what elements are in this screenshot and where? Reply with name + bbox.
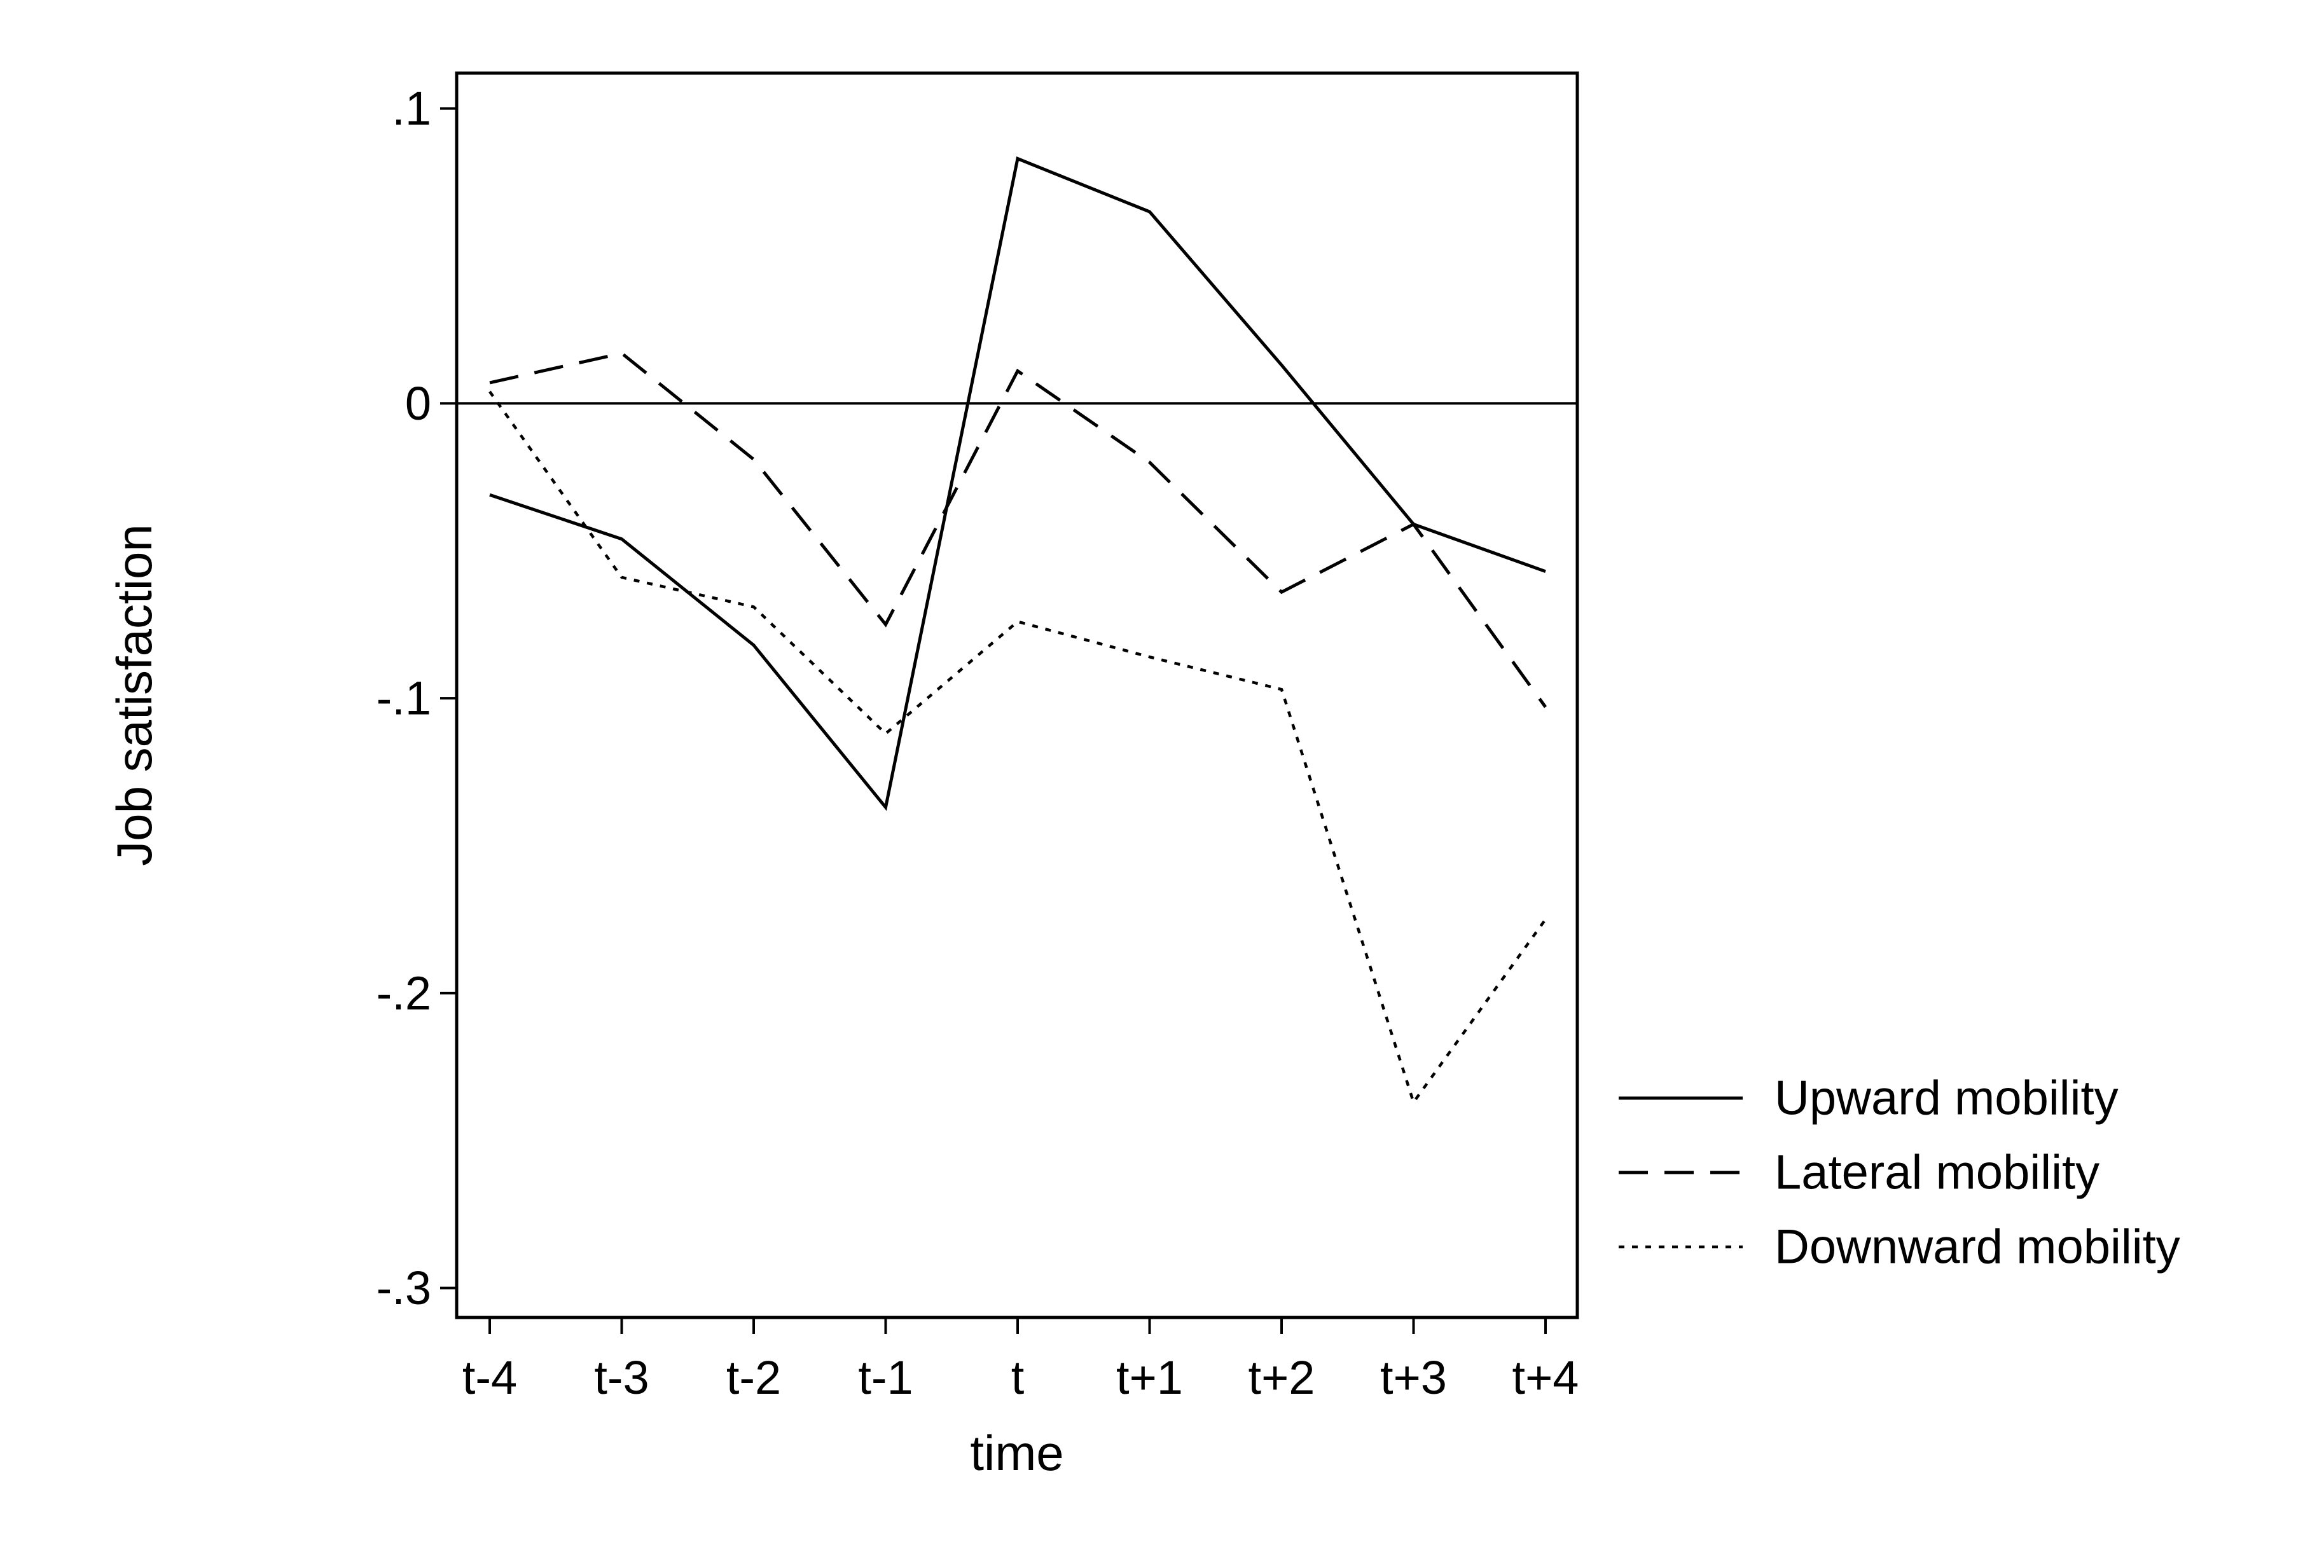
x-tick-label: t-2 — [726, 1351, 781, 1404]
x-tick-label: t+1 — [1116, 1351, 1183, 1404]
y-tick-label: -.2 — [377, 966, 431, 1019]
series-line-upward-mobility — [489, 156, 1546, 811]
series-line-downward-mobility — [488, 390, 1547, 1106]
y-axis-title: Job satisfaction — [106, 524, 162, 866]
x-tick-label: t+2 — [1248, 1351, 1315, 1404]
x-tick-label: t+4 — [1512, 1351, 1579, 1404]
x-axis-title: time — [970, 1425, 1063, 1481]
x-tick-label: t-4 — [462, 1351, 517, 1404]
x-tick-label: t-1 — [858, 1351, 913, 1404]
y-tick-label: .1 — [392, 82, 431, 135]
plot-frame — [455, 71, 1579, 1319]
series-line-lateral-mobility — [489, 351, 1547, 708]
y-tick-label: 0 — [405, 377, 431, 430]
y-tick-label: -.3 — [377, 1262, 431, 1314]
legend-label: Lateral mobility — [1774, 1146, 2099, 1200]
x-tick-label: t+3 — [1380, 1351, 1447, 1404]
y-tick-label: -.1 — [377, 672, 431, 725]
x-tick-label: t — [1011, 1351, 1025, 1404]
legend-label: Downward mobility — [1774, 1220, 2180, 1274]
x-tick-label: t-3 — [594, 1351, 649, 1404]
legend-label: Upward mobility — [1774, 1071, 2119, 1125]
